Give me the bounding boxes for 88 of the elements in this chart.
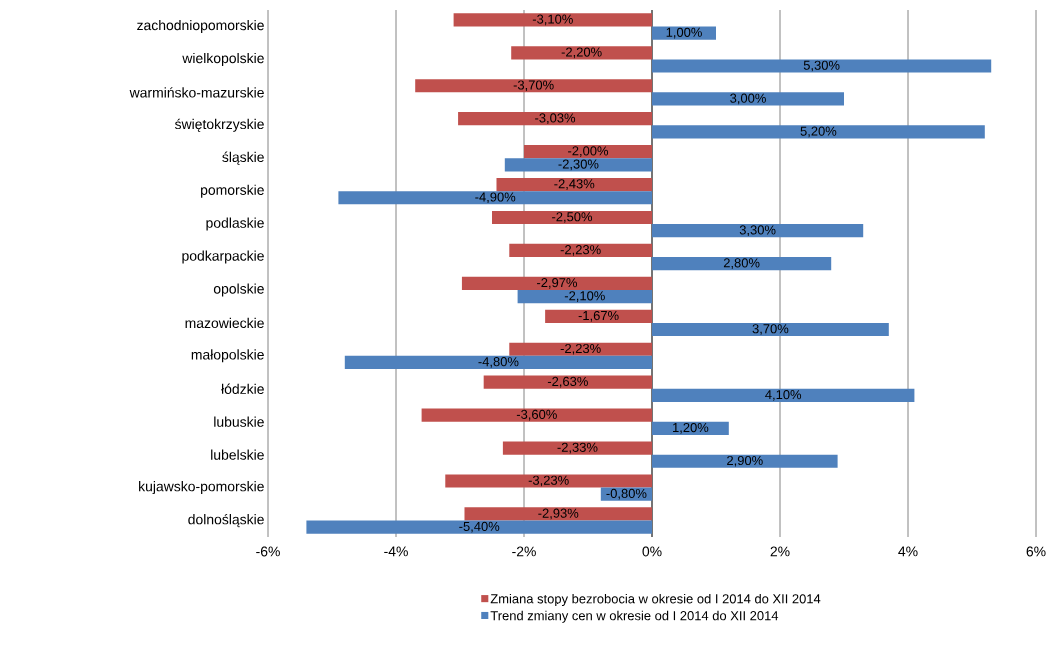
bar (511, 46, 652, 60)
bar (652, 388, 915, 402)
bar (517, 289, 652, 304)
y-tick-label: mazowieckie (185, 317, 264, 329)
x-tick-label: -6% (256, 546, 280, 557)
bar (344, 355, 652, 370)
y-tick-label: świętokrzyskie (174, 118, 264, 132)
data-label: 2,80% (723, 258, 760, 269)
bar (652, 59, 992, 73)
data-label: -3,70% (513, 80, 554, 92)
bar (652, 322, 889, 337)
y-tick-label: warmińsko-mazurskie (129, 87, 264, 98)
y-tick-label: kujawsko-pomorskie (139, 481, 264, 495)
bar (492, 210, 652, 225)
data-label: -5,40% (459, 521, 500, 533)
y-tick-label: lubuskie (214, 416, 264, 427)
data-label: -2,23% (560, 245, 601, 256)
y-tick-label: podkarpackie (182, 250, 264, 264)
legend-label: Zmiana stopy bezrobocia w okresie od I 2014 do XII 2014 (490, 593, 821, 606)
data-label: 1,00% (666, 27, 702, 39)
data-label: -3,10% (532, 14, 573, 26)
y-tick-label: lubelskie (211, 449, 264, 460)
data-label: -2,10% (564, 291, 605, 302)
x-tick-label: 6% (1026, 546, 1046, 557)
bar (652, 257, 832, 271)
bar (652, 26, 716, 40)
data-label: 5,20% (800, 126, 837, 138)
x-tick-label: 0% (642, 546, 662, 557)
x-tick-label: 4% (898, 546, 918, 557)
bar (421, 408, 652, 422)
bar (652, 421, 729, 435)
bar (524, 145, 652, 159)
bar (652, 224, 864, 238)
data-label: -3,23% (528, 475, 569, 487)
data-label: -4,80% (478, 357, 519, 368)
bar (306, 520, 652, 534)
legend-label: Trend zmiany cen w okresie od I 2014 do XII 2014 (490, 610, 779, 623)
data-label: -2,30% (558, 159, 599, 171)
y-tick-label: wielkopolskie (182, 52, 264, 66)
data-label: -3,60% (516, 409, 557, 421)
data-label: -0,80% (606, 488, 647, 500)
bar (652, 92, 844, 106)
data-label: -1,67% (578, 310, 619, 322)
data-label: -2,93% (538, 508, 579, 520)
x-tick-label: -4% (384, 546, 408, 557)
bar (464, 507, 652, 521)
bar (509, 243, 652, 258)
x-tick-label: 2% (770, 546, 790, 557)
data-label: 3,00% (730, 93, 766, 105)
y-tick-label: dolnośląskie (188, 513, 264, 528)
data-label: 5,30% (803, 60, 840, 72)
y-tick-label: zachodniopomorskie (137, 19, 264, 33)
y-tick-label: łódzkie (221, 383, 264, 394)
data-label: 3,30% (739, 225, 776, 237)
bar (545, 309, 652, 323)
data-label: 1,20% (673, 422, 709, 434)
x-tick-label: -2% (512, 546, 536, 557)
bar (338, 191, 652, 205)
bar (461, 276, 652, 290)
data-label: -2,97% (537, 278, 578, 289)
bar (445, 474, 652, 488)
bar (496, 177, 652, 192)
data-label: 2,90% (727, 455, 763, 467)
bar (504, 158, 652, 172)
data-label: -2,00% (568, 146, 609, 157)
data-label: -2,33% (557, 442, 598, 454)
bar (652, 125, 985, 139)
bar (453, 13, 652, 27)
data-label: -2,50% (552, 212, 593, 223)
bar (502, 441, 652, 455)
data-label: -2,20% (561, 47, 602, 59)
y-tick-label: opolskie (213, 283, 264, 297)
data-label: -2,63% (547, 376, 588, 388)
data-label: 4,10% (765, 390, 802, 401)
data-label: -2,23% (560, 343, 601, 355)
y-tick-label: małopolskie (191, 349, 264, 363)
data-label: 3,70% (752, 324, 789, 335)
data-label: -4,90% (475, 192, 516, 204)
bar (483, 375, 652, 389)
y-tick-label: podlaskie (206, 217, 264, 231)
data-label: -3,03% (535, 113, 576, 125)
bar (509, 342, 652, 356)
data-label: -2,43% (554, 179, 595, 190)
y-tick-label: śląskie (222, 151, 264, 165)
bar (458, 112, 652, 126)
bar (415, 79, 652, 93)
y-tick-label: pomorskie (201, 184, 264, 198)
bar (652, 454, 838, 468)
